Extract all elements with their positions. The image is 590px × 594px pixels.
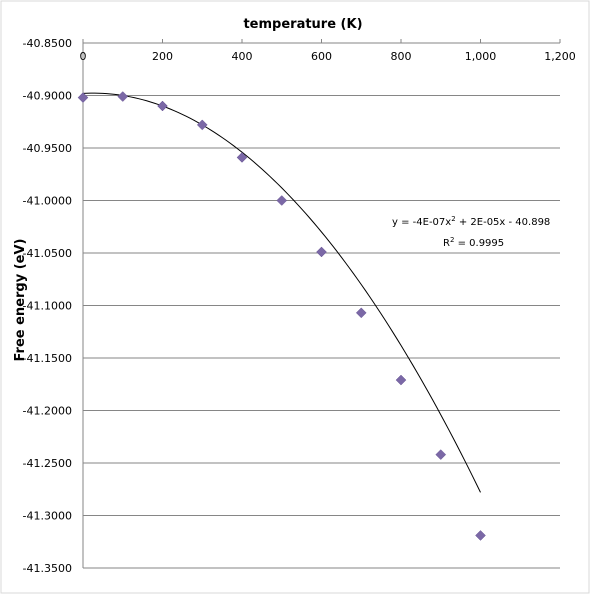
trendline-equation-part1: y = -4E-07x: [392, 217, 451, 228]
y-tick-label: -41.3500: [23, 562, 72, 575]
data-point: [395, 374, 407, 386]
x-tick-label: 400: [232, 50, 253, 63]
y-axis-title: Free energy (eV): [13, 239, 28, 362]
r-squared-value: = 0.9995: [454, 238, 504, 249]
data-point: [196, 119, 208, 131]
data-point: [117, 91, 129, 102]
y-tick-label: -41.2000: [23, 405, 72, 418]
r-squared-exponent: 2: [450, 236, 454, 244]
y-tick-label: -40.9000: [23, 90, 72, 103]
trendline-equation-part2: + 2E-05x - 40.898: [456, 217, 551, 228]
r-squared-label: R: [443, 238, 450, 249]
data-point: [475, 530, 486, 541]
x-tick-label: 800: [391, 50, 412, 63]
y-axis-ticks: -40.8500 -40.9000 -40.9500 -41.0000 -41.0500…: [23, 37, 72, 575]
y-tick-label: -40.8500: [23, 37, 72, 50]
y-tick-label: -41.3000: [23, 510, 72, 523]
data-point: [355, 307, 367, 319]
trendline-equation-exponent: 2: [451, 215, 455, 223]
data-point: [435, 449, 447, 460]
data-point: [157, 100, 168, 112]
data-points: [77, 91, 486, 541]
data-point: [316, 246, 327, 258]
y-tick-label: -41.1500: [23, 352, 72, 365]
trendline-equation: y = -4E-07x2 + 2E-05x - 40.898: [392, 215, 550, 228]
y-tick-label: -41.0500: [23, 247, 72, 260]
trendline-r-squared: R2 = 0.9995: [443, 236, 504, 249]
y-tick-label: -41.1000: [23, 300, 72, 313]
data-point: [236, 152, 248, 163]
x-axis-title: temperature (K): [243, 17, 362, 32]
x-tick-label: 1,200: [544, 50, 576, 63]
x-tick-label: 1,000: [465, 50, 497, 63]
x-axis-ticks: 0 200 400 600 800 1,000 1,200: [80, 39, 576, 63]
trendline: [82, 92, 481, 493]
x-tick-label: 0: [80, 50, 87, 63]
x-tick-label: 600: [311, 50, 332, 63]
data-point: [276, 195, 288, 206]
y-tick-label: -41.0000: [23, 195, 72, 208]
data-point: [77, 92, 89, 103]
x-tick-label: 200: [152, 50, 173, 63]
y-tick-label: -41.2500: [23, 457, 72, 470]
y-tick-label: -40.9500: [23, 142, 72, 155]
